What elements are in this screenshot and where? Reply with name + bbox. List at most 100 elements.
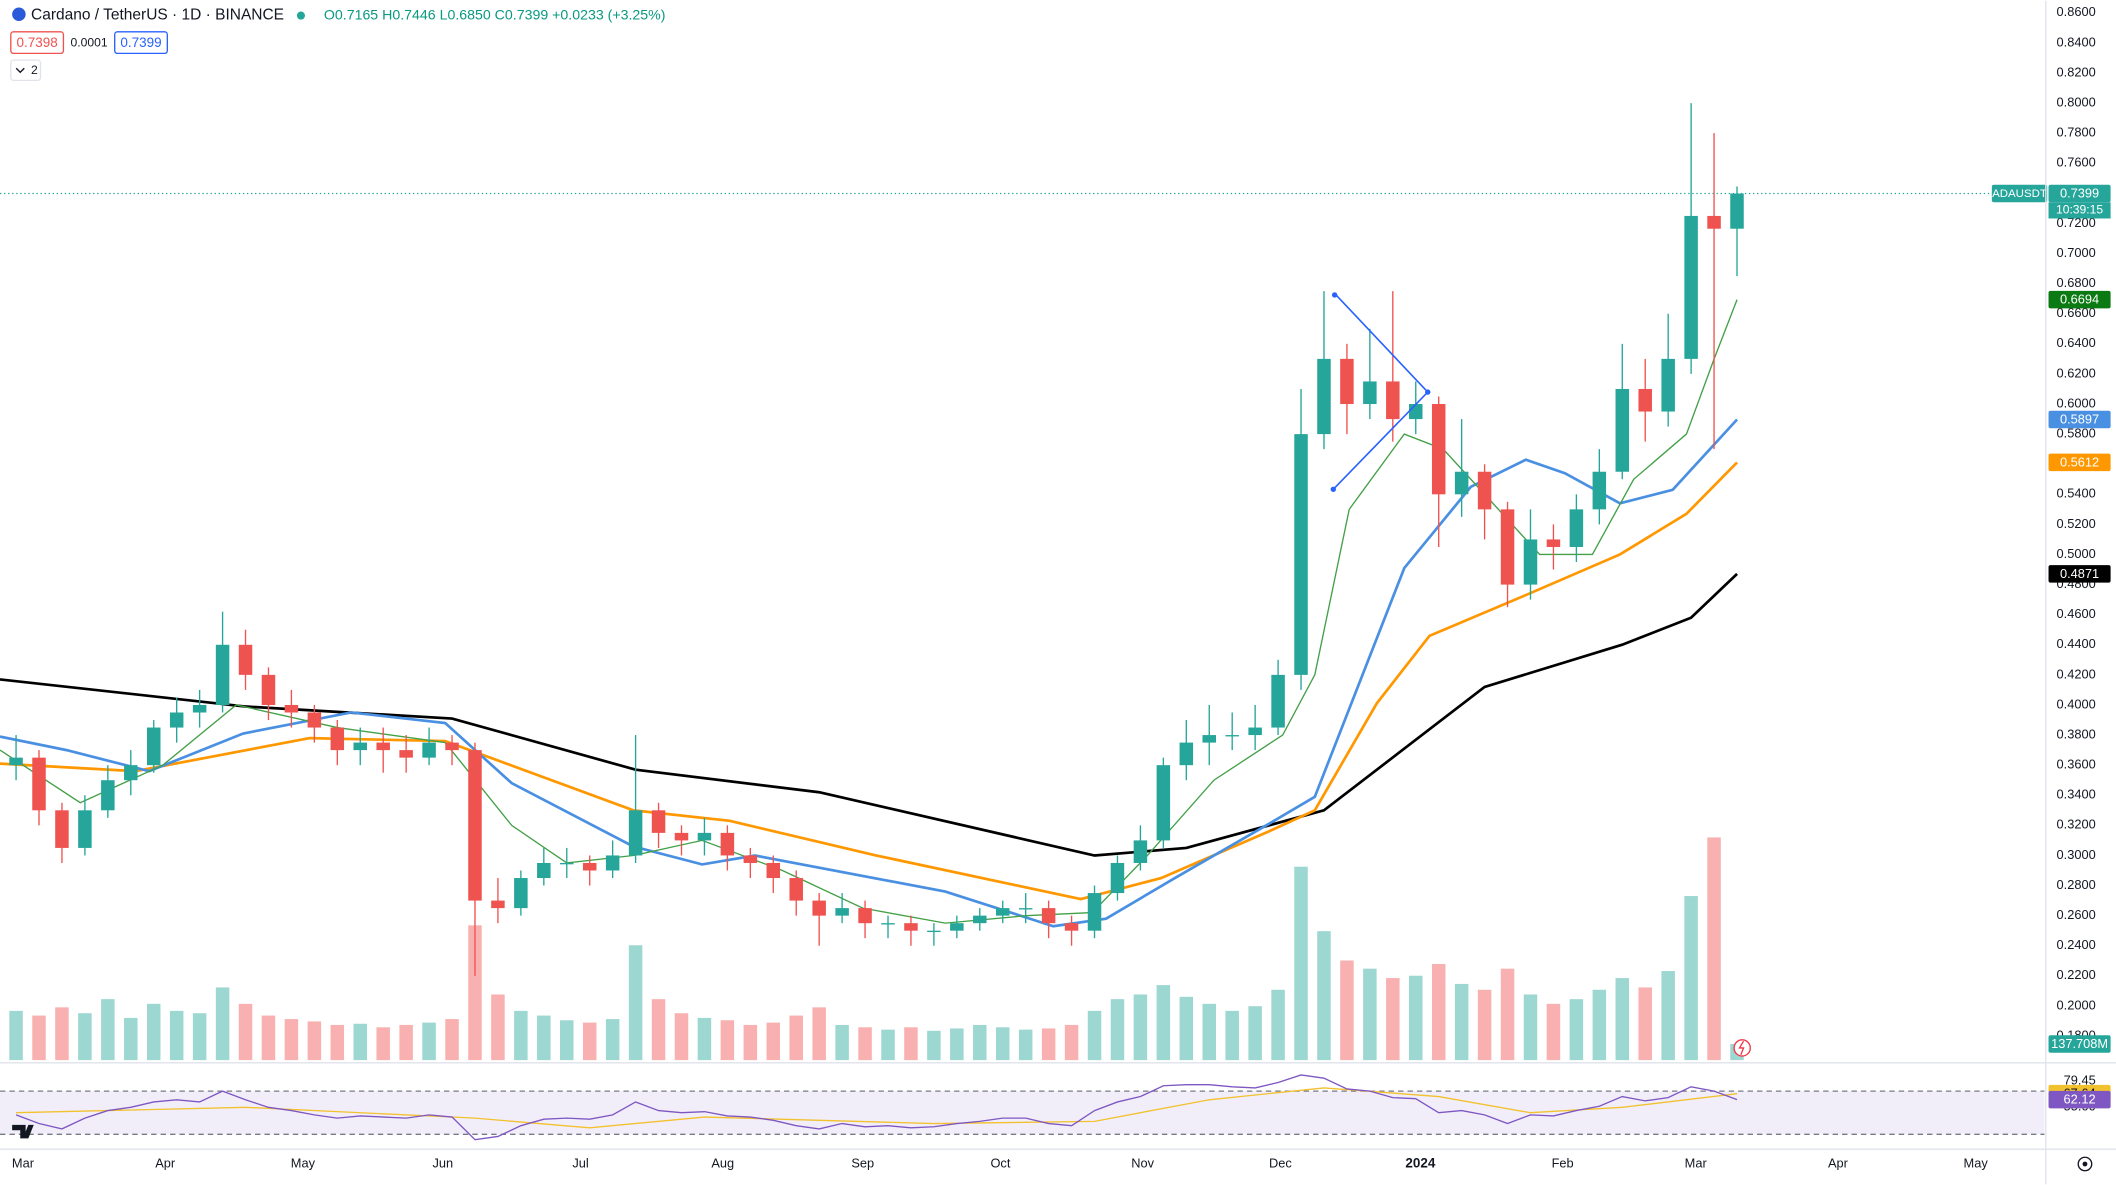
candle-body <box>720 832 735 856</box>
candle-body <box>192 704 207 713</box>
x-tick-label: 2024 <box>1405 1156 1435 1171</box>
candle-body <box>1294 434 1308 675</box>
y-tick-label: 0.6600 <box>2057 305 2096 320</box>
volume-bar <box>514 1010 528 1061</box>
volume-bar <box>1363 968 1377 1061</box>
candle-body <box>1546 539 1561 547</box>
volume-bar <box>1638 987 1652 1061</box>
candle-body <box>399 750 413 758</box>
candle-body <box>1707 215 1721 229</box>
ticker-tag-bg <box>1991 184 2048 203</box>
volume-bar <box>674 1013 689 1061</box>
candle-body <box>330 727 345 751</box>
volume-bar <box>881 1029 895 1061</box>
candle-body <box>1730 193 1744 229</box>
volume-bar <box>1110 999 1125 1061</box>
volume-bar <box>766 1022 781 1061</box>
candle-body <box>1340 358 1354 405</box>
volume-bar <box>537 1015 551 1061</box>
volume-tag: 137.708M <box>2051 1036 2108 1051</box>
candle-body <box>353 742 367 751</box>
x-tick-label: Aug <box>711 1155 734 1170</box>
x-tick-label: Dec <box>1269 1155 1292 1170</box>
volume-bar <box>697 1017 712 1061</box>
y-tick-label: 0.3400 <box>2057 787 2096 802</box>
y-tick-label: 0.7600 <box>2057 155 2096 170</box>
ma-price-tag: 0.6694 <box>2060 292 2099 307</box>
y-tick-label: 0.8000 <box>2057 94 2096 109</box>
candle-body <box>445 742 459 751</box>
candle-body <box>1569 509 1584 547</box>
y-tick-label: 0.2000 <box>2057 997 2096 1012</box>
ma-price-tag: 0.4871 <box>2060 566 2099 581</box>
candle-body <box>995 908 1010 916</box>
volume-bar <box>192 1013 207 1061</box>
settings-icon-center <box>2082 1161 2088 1167</box>
volume-bar <box>1409 975 1423 1061</box>
candle-body <box>766 862 781 879</box>
candle-body <box>124 765 138 781</box>
y-tick-label: 0.4600 <box>2057 606 2096 621</box>
x-tick-label: May <box>1964 1155 1989 1170</box>
volume-bar <box>445 1019 459 1061</box>
candle-body <box>1684 215 1698 359</box>
volume-bar <box>376 1027 390 1061</box>
y-tick-label: 0.4200 <box>2057 666 2096 681</box>
y-tick-label: 0.6000 <box>2057 395 2096 410</box>
candle-body <box>1363 381 1377 405</box>
candle-body <box>697 832 712 841</box>
alert-bolt <box>1738 1040 1745 1055</box>
x-tick-label: Feb <box>1552 1155 1574 1170</box>
y-tick-label: 0.2200 <box>2057 967 2096 982</box>
candle-body <box>1523 539 1538 585</box>
volume-bar <box>1317 931 1331 1061</box>
y-tick-label: 0.8200 <box>2057 64 2096 79</box>
candle-body <box>560 862 574 865</box>
drawing-line[interactable] <box>1332 391 1429 490</box>
candle-body <box>1500 509 1515 585</box>
volume-bar <box>1569 999 1584 1061</box>
x-tick-label: Apr <box>155 1155 176 1170</box>
bid-box[interactable] <box>10 31 65 55</box>
drawing-handle[interactable] <box>1331 292 1338 298</box>
candle-body <box>1271 674 1285 728</box>
spread: 0.0001 <box>71 35 108 49</box>
candle-body <box>1431 404 1446 495</box>
settings-icon[interactable] <box>2077 1156 2093 1172</box>
candle-body <box>468 750 482 901</box>
rsi-band-fill <box>0 1091 2045 1135</box>
ma-price-tag-bg <box>2048 565 2111 583</box>
rsi-ma-line <box>16 1087 1738 1129</box>
symbol-title[interactable]: Cardano / TetherUS · 1D · BINANCE <box>31 7 284 24</box>
ask-price: 0.7399 <box>120 35 161 50</box>
drawing-line[interactable] <box>1335 294 1429 393</box>
ma-price-tag: 0.5612 <box>2060 454 2099 469</box>
drawing-handle[interactable] <box>1330 486 1336 492</box>
volume-bar <box>1523 994 1538 1061</box>
collapsed-count: 2 <box>31 63 38 77</box>
countdown-bg <box>2048 202 2111 219</box>
x-tick-label: Jul <box>572 1155 588 1170</box>
candle-body <box>1110 862 1125 894</box>
ask-box[interactable] <box>114 31 169 55</box>
volume-bar <box>1546 1003 1561 1061</box>
candle-body <box>674 832 689 841</box>
candle-body <box>9 757 23 766</box>
tv-logo <box>12 1124 34 1139</box>
volume-bar <box>422 1022 436 1061</box>
y-tick-label: 0.6800 <box>2057 275 2096 290</box>
rsi-tag: 62.12 <box>2064 1092 2096 1107</box>
candle-body <box>858 908 872 924</box>
y-tick-label: 0.2800 <box>2057 877 2096 892</box>
y-tick-label: 0.3800 <box>2057 726 2096 741</box>
drawing-handle[interactable] <box>1425 389 1431 395</box>
collapse-button[interactable] <box>10 59 42 82</box>
volume-bar <box>9 1010 23 1061</box>
candle-body <box>169 712 184 728</box>
candle-body <box>904 923 918 931</box>
candle-body <box>789 878 803 901</box>
volume-bar <box>261 1015 276 1061</box>
volume-bar <box>973 1024 987 1061</box>
volume-bar <box>399 1024 413 1061</box>
